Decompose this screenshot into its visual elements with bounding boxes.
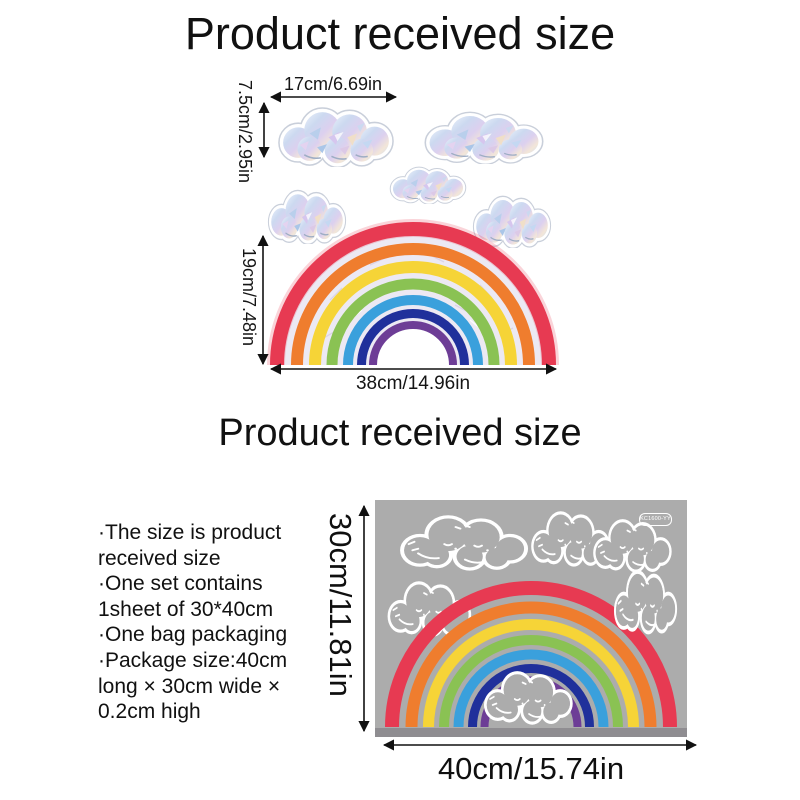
band-navy bbox=[357, 309, 469, 366]
product-notes-list: ·The size is product received size ·One … bbox=[98, 520, 306, 725]
rainbow-print bbox=[385, 581, 677, 728]
sheet-code-badge: KC1600-YY bbox=[639, 513, 672, 526]
sheet-dimension-arrows bbox=[358, 504, 698, 751]
label-cloud-width: 17cm/6.69in bbox=[283, 74, 383, 94]
band-green bbox=[439, 635, 623, 728]
label-sheet-width: 40cm/15.74in bbox=[437, 751, 625, 786]
section2-title: Product received size bbox=[218, 412, 582, 454]
label-rainbow-width: 38cm/14.96in bbox=[355, 373, 471, 394]
band-orange bbox=[291, 243, 535, 366]
cloud-sticker-top-left bbox=[282, 111, 391, 165]
band-purple bbox=[369, 321, 457, 366]
label-cloud-height: 7.5cm/2.95in bbox=[235, 80, 255, 184]
label-sheet-height: 30cm/11.81in bbox=[323, 513, 358, 697]
rainbow-sticker bbox=[267, 219, 559, 366]
sticker-art bbox=[257, 91, 559, 375]
band-blue bbox=[343, 295, 483, 366]
sheet-bottom-edge bbox=[375, 728, 687, 737]
band-red bbox=[270, 222, 556, 366]
band-red bbox=[385, 581, 677, 728]
band-navy bbox=[468, 664, 594, 728]
list-item: ·One set contains 1sheet of 30*40cm bbox=[98, 572, 274, 621]
cloud-sticker-top-right bbox=[428, 115, 540, 162]
list-item: ·The size is product received size bbox=[98, 521, 282, 570]
label-rainbow-height: 19cm/7.48in bbox=[239, 248, 259, 347]
band-yellow bbox=[309, 261, 517, 366]
list-item: ·One bag packaging bbox=[98, 623, 288, 647]
band-orange bbox=[405, 601, 657, 728]
list-item: ·Package size:40cm long × 30cm wide × 0.… bbox=[98, 648, 288, 724]
band-green bbox=[326, 278, 500, 366]
band-yellow bbox=[423, 619, 639, 728]
product-sheet: KC1600-YY bbox=[375, 500, 687, 737]
cloud-sticker-middle bbox=[392, 169, 464, 203]
dimension-arrows bbox=[257, 91, 558, 375]
section1-title: Product received size bbox=[184, 8, 616, 59]
cloud-sticker-left bbox=[270, 193, 344, 242]
sheet-art bbox=[385, 511, 687, 728]
band-blue bbox=[453, 649, 609, 728]
